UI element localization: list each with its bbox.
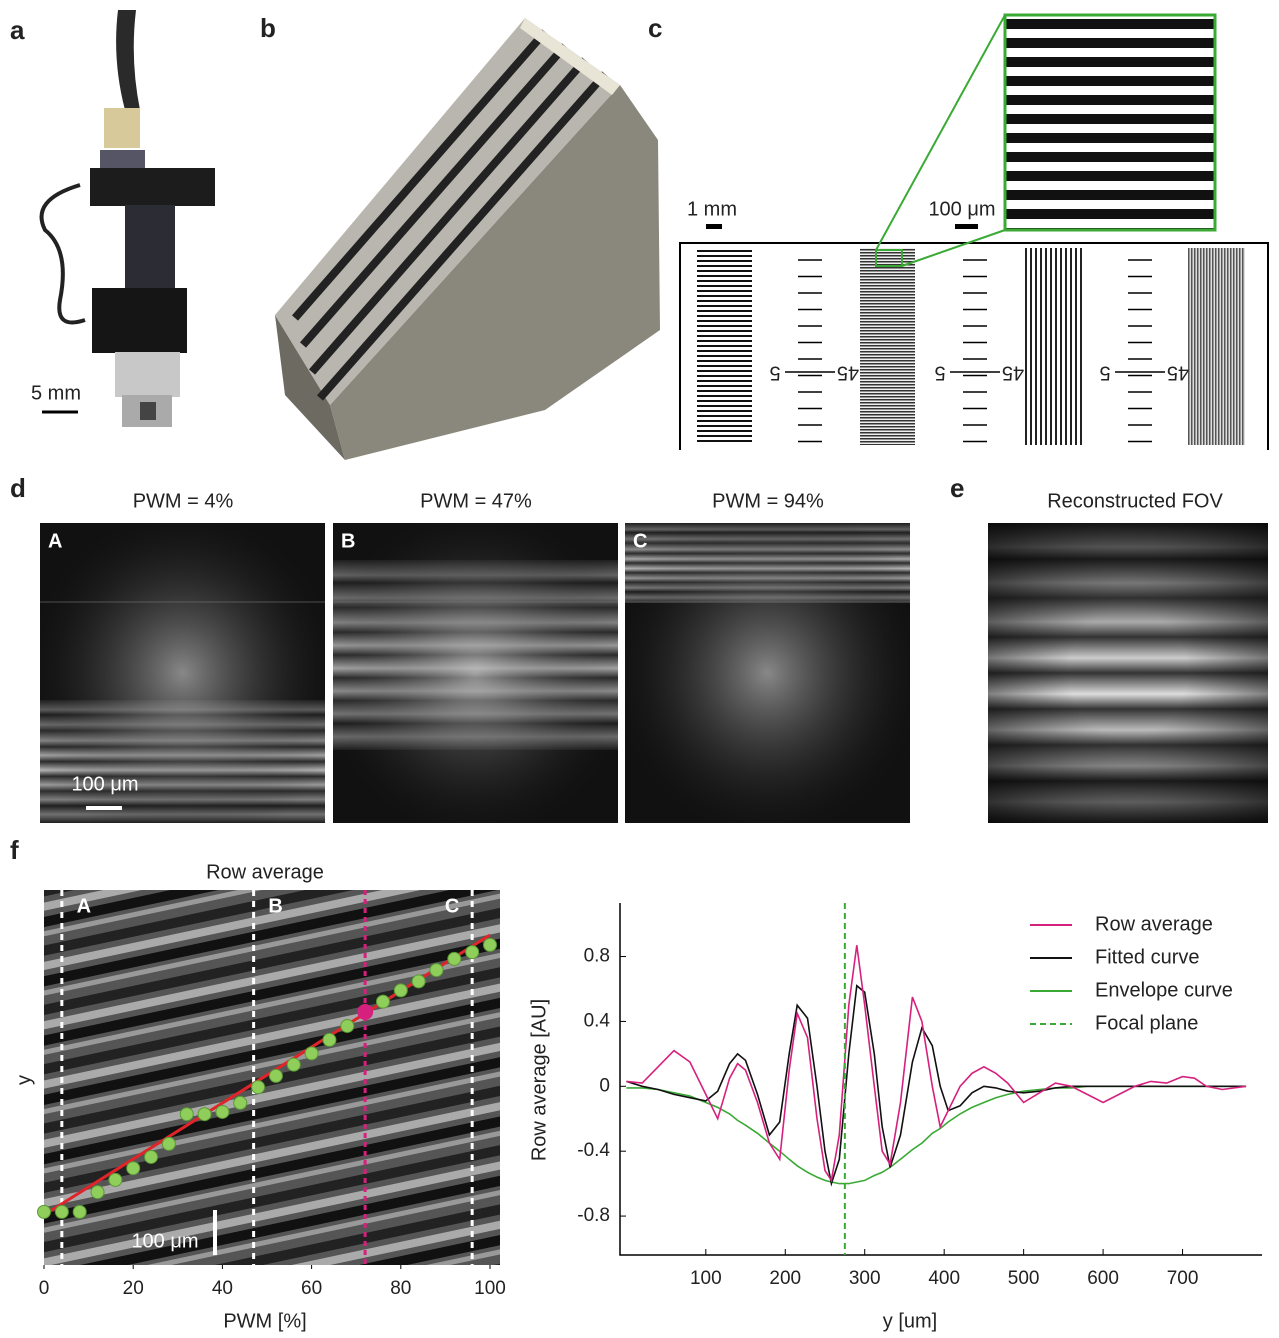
scatter-point [54, 1204, 69, 1219]
scatter-point [72, 1204, 87, 1219]
x-axis-label: y [um] [883, 1310, 937, 1332]
scale-label: 100 μm [71, 773, 138, 795]
ruler-label: 45 [1002, 362, 1024, 384]
scatter-point [447, 951, 462, 966]
series-line [626, 1085, 1247, 1185]
panel-letter: a [10, 15, 25, 45]
ruler-label: 5 [769, 362, 780, 384]
target-diagram [679, 13, 1269, 450]
scale-label: 100 μm [928, 198, 995, 220]
scatter-point [161, 1136, 176, 1151]
panel-letter: e [950, 473, 964, 503]
x-tick-label: 100 [690, 1268, 722, 1289]
image-title: Reconstructed FOV [1047, 490, 1223, 512]
scatter-point [411, 974, 426, 989]
image-glow [40, 523, 325, 823]
x-tick-label: 700 [1167, 1268, 1199, 1289]
scatter-point [322, 1032, 337, 1047]
y-tick-label: -0.4 [577, 1140, 610, 1161]
scatter-point [268, 1068, 283, 1083]
series-line [626, 984, 1247, 1187]
y-tick-label: -0.8 [577, 1205, 610, 1226]
scatter-point [483, 937, 497, 952]
legend-label: Envelope curve [1095, 979, 1233, 1001]
ruler-label: 5 [1099, 362, 1110, 384]
marker-label: A [77, 895, 91, 917]
image-glow [333, 523, 618, 823]
image-label: A [48, 530, 62, 552]
scatter-point [340, 1018, 355, 1033]
y-tick-label: 0 [599, 1075, 610, 1096]
image-title: PWM = 94% [712, 490, 824, 512]
x-tick-label: 40 [212, 1278, 233, 1299]
y-tick-label: 0.4 [584, 1010, 611, 1031]
scale-label: 5 mm [31, 382, 81, 404]
axes [619, 903, 1262, 1256]
scatter-point [37, 1204, 51, 1219]
y-axis-label: Row average [AU] [528, 999, 550, 1161]
scale-label: 1 mm [687, 198, 737, 220]
x-tick-label: 400 [928, 1268, 960, 1289]
scale-label: 100 μm [131, 1230, 198, 1252]
legend-label: Fitted curve [1095, 946, 1199, 968]
x-tick-label: 60 [301, 1278, 322, 1299]
x-tick-label: 300 [849, 1268, 881, 1289]
scatter-point [90, 1185, 105, 1200]
scatter-point [286, 1057, 301, 1072]
y-axis-label: y [13, 1075, 35, 1085]
photo-device [39, 10, 215, 427]
legend-label: Row average [1095, 913, 1213, 935]
x-tick-label: 500 [1008, 1268, 1040, 1289]
image-reconstructed [988, 523, 1268, 823]
marker-label: C [445, 895, 459, 917]
scatter-point [197, 1107, 212, 1122]
panel-letter: c [648, 13, 662, 43]
scatter-point [233, 1095, 248, 1110]
marker-label: B [268, 895, 282, 917]
scatter-point [393, 983, 408, 998]
highlight-point [357, 1003, 374, 1020]
panel-letter: f [10, 835, 19, 865]
y-tick-label: 0.8 [584, 946, 610, 967]
scatter-point [179, 1107, 194, 1122]
x-axis-label: PWM [%] [223, 1310, 306, 1332]
scatter-point [375, 994, 390, 1009]
image-label: B [341, 530, 355, 552]
panel-letter: d [10, 473, 26, 503]
photo-prism [275, 18, 660, 460]
scatter-point [304, 1046, 319, 1061]
scatter-point [251, 1080, 266, 1095]
image-title: PWM = 4% [133, 490, 234, 512]
image-title: PWM = 47% [420, 490, 532, 512]
x-tick-label: 200 [769, 1268, 801, 1289]
image-label: C [633, 530, 647, 552]
panel-letter: b [260, 13, 276, 43]
ruler-label: 45 [837, 362, 859, 384]
scatter-point [215, 1104, 230, 1119]
scatter-point [126, 1161, 141, 1176]
x-tick-label: 100 [474, 1278, 506, 1299]
legend-label: Focal plane [1095, 1012, 1198, 1034]
chart-title: Row average [206, 861, 324, 883]
x-tick-label: 80 [390, 1278, 411, 1299]
ruler-label: 45 [1167, 362, 1189, 384]
scatter-point [144, 1149, 159, 1164]
image-glow [625, 523, 910, 823]
x-tick-label: 600 [1087, 1268, 1119, 1289]
scatter-point [429, 963, 444, 978]
series-line [626, 945, 1247, 1183]
scatter-point [465, 945, 480, 960]
ruler-label: 5 [934, 362, 945, 384]
scatter-point [108, 1172, 123, 1187]
x-tick-label: 20 [123, 1278, 144, 1299]
x-tick-label: 0 [39, 1278, 50, 1299]
